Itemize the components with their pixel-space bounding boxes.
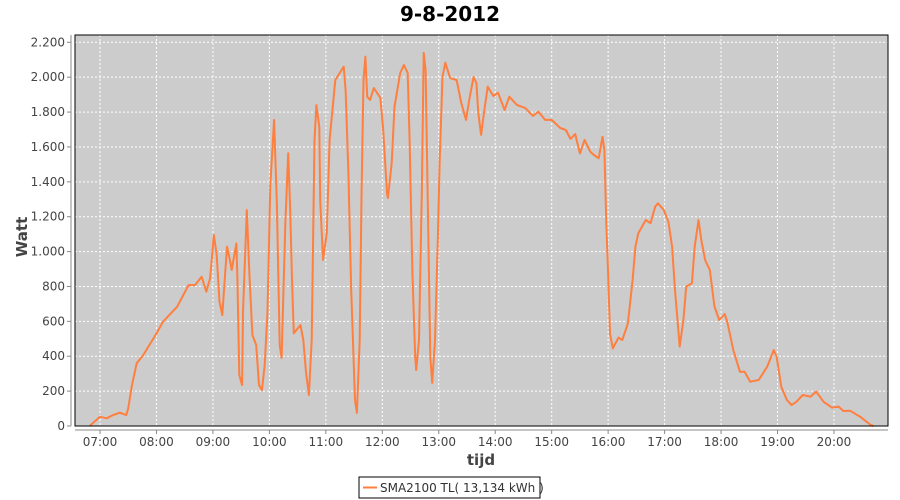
y-tick-label: 1.800 [31, 105, 65, 119]
x-tick-label: 14:00 [478, 435, 513, 449]
x-tick-label: 20:00 [817, 435, 852, 449]
x-tick-label: 12:00 [365, 435, 400, 449]
x-tick-label: 17:00 [647, 435, 682, 449]
x-tick-label: 13:00 [421, 435, 456, 449]
y-tick-label: 400 [42, 349, 65, 363]
x-axis-ticks: 07:00 08:00 09:00 10:00 11:00 12:00 13:00 14:00… [83, 430, 852, 449]
x-tick-label: 15:00 [534, 435, 569, 449]
x-tick-label: 18:00 [704, 435, 739, 449]
gridlines [75, 35, 888, 426]
x-tick-label: 19:00 [760, 435, 795, 449]
series-line-sma2100 [88, 51, 874, 427]
y-tick-label: 1.600 [31, 140, 65, 154]
y-tick-label: 2.000 [31, 70, 65, 84]
y-axis-ticks: 0 200 400 600 800 1.000 1.200 1.400 1.600 1.800 2.… [31, 35, 71, 433]
plot-area [75, 35, 888, 426]
y-tick-label: 2.200 [31, 35, 65, 49]
x-tick-label: 11:00 [309, 435, 344, 449]
chart-title: 9-8-2012 [400, 2, 500, 26]
x-tick-label: 08:00 [139, 435, 174, 449]
y-tick-label: 600 [42, 314, 65, 328]
y-tick-label: 0 [57, 419, 65, 433]
x-tick-label: 16:00 [591, 435, 626, 449]
x-tick-label: 07:00 [83, 435, 118, 449]
y-tick-label: 1.400 [31, 175, 65, 189]
y-tick-label: 200 [42, 384, 65, 398]
x-tick-label: 09:00 [196, 435, 231, 449]
legend: SMA2100 TL( 13,134 kWh ) [358, 476, 544, 499]
x-tick-label: 10:00 [252, 435, 287, 449]
y-tick-label: 1.000 [31, 245, 65, 259]
y-axis-label: Watt [13, 217, 31, 257]
y-tick-label: 1.200 [31, 210, 65, 224]
legend-box [358, 476, 541, 499]
legend-label: SMA2100 TL( 13,134 kWh ) [380, 481, 544, 495]
plot-border [74, 34, 889, 427]
y-tick-label: 800 [42, 279, 65, 293]
x-axis-label: tijd [467, 451, 495, 469]
